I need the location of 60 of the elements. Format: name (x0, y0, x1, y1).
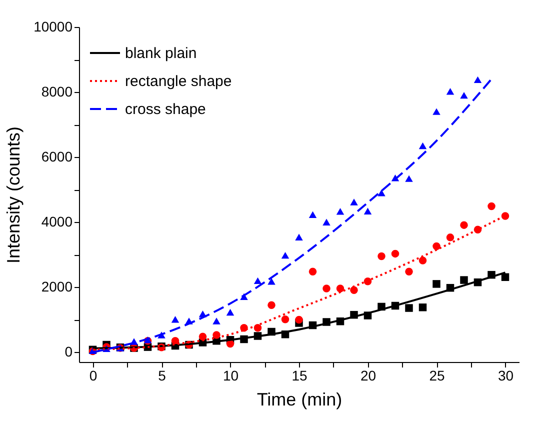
point (418, 303, 427, 312)
y-tick-label: 8000 (41, 84, 73, 100)
point (460, 92, 468, 99)
legend-label: cross shape (125, 101, 206, 118)
point (446, 234, 454, 242)
point (268, 301, 276, 309)
x-tick-label: 30 (498, 368, 514, 384)
point (418, 142, 427, 150)
point (488, 202, 496, 210)
point (446, 88, 454, 95)
x-tick-label: 10 (222, 368, 239, 384)
point (336, 284, 344, 292)
point (226, 308, 234, 316)
point (295, 234, 303, 240)
point (432, 108, 440, 115)
y-tick-label: 0 (64, 344, 73, 360)
x-tick-label: 20 (360, 368, 376, 384)
point (308, 211, 317, 218)
point (226, 340, 234, 348)
point (322, 284, 330, 292)
x-tick-label: 15 (292, 368, 308, 384)
legend-label: rectangle shape (125, 73, 232, 90)
point (405, 175, 413, 182)
x-tick-label: 0 (89, 368, 98, 384)
point (432, 280, 440, 288)
point (171, 336, 180, 345)
point (322, 218, 330, 226)
point (212, 318, 220, 324)
point (308, 268, 317, 276)
point (281, 316, 290, 324)
point (350, 286, 358, 294)
point (198, 332, 207, 340)
point (501, 273, 510, 281)
point (378, 190, 386, 196)
point (378, 252, 386, 260)
point (418, 256, 427, 264)
point (350, 198, 358, 206)
point (171, 316, 180, 323)
legend-label: blank plain (125, 45, 197, 62)
y-axis-title: Intensity (counts) (4, 126, 24, 264)
x-axis-title: Time (min) (256, 390, 342, 410)
y-tick-label: 4000 (41, 214, 73, 230)
point (336, 208, 344, 215)
y-tick-label: 6000 (41, 148, 73, 165)
x-tick-label: 25 (429, 368, 445, 384)
point (364, 208, 372, 214)
y-tick-label: 2000 (41, 278, 73, 295)
point (268, 278, 276, 285)
point (281, 252, 290, 259)
point (391, 250, 400, 258)
point (460, 276, 468, 284)
point (405, 304, 413, 312)
point (474, 76, 482, 84)
point (405, 268, 413, 276)
point (254, 277, 262, 284)
x-tick-label: 5 (158, 368, 166, 384)
y-tick-label: 10000 (34, 18, 73, 34)
point (295, 316, 303, 324)
point (432, 242, 440, 250)
point (460, 221, 468, 229)
